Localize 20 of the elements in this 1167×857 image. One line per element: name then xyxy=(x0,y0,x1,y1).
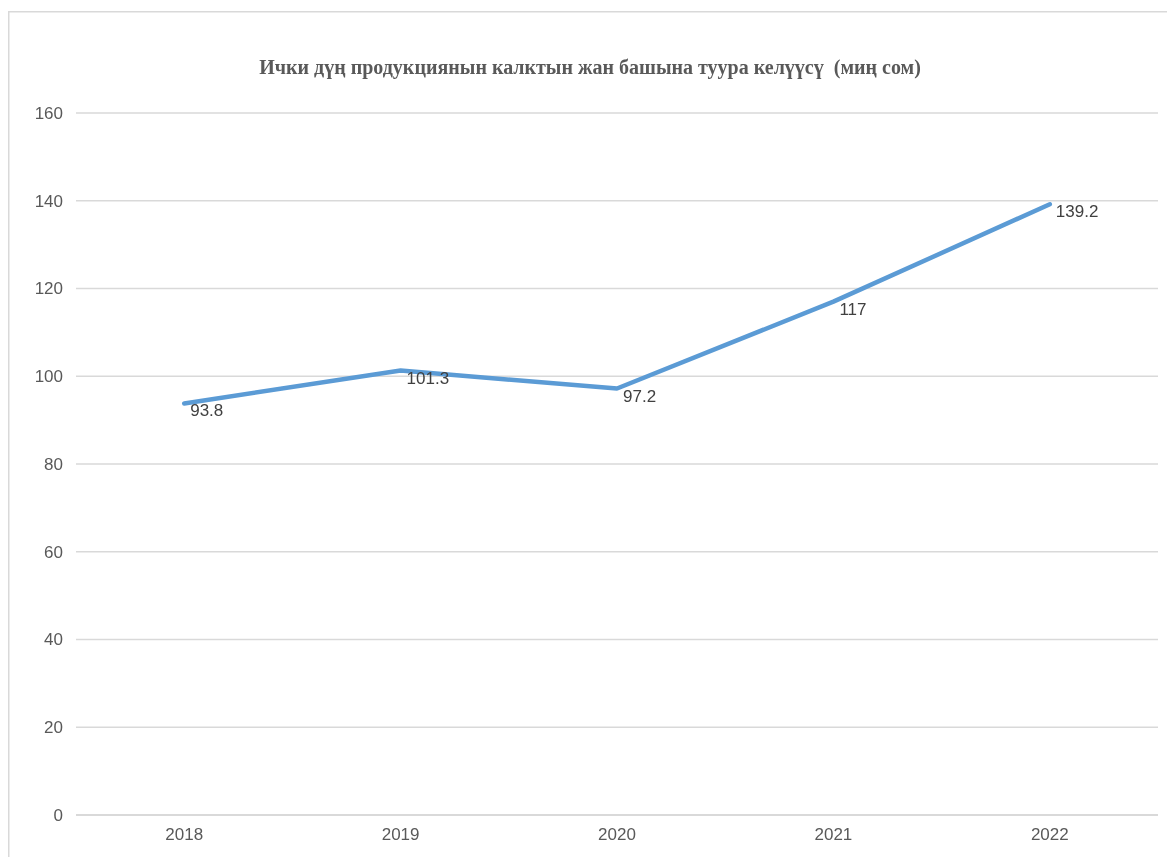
y-tick-label: 40 xyxy=(44,630,63,650)
x-tick-label: 2021 xyxy=(814,825,853,844)
data-label: 117 xyxy=(839,299,867,319)
x-tick-label: 2020 xyxy=(598,825,636,844)
y-tick-label: 80 xyxy=(44,454,63,474)
y-tick-label: 100 xyxy=(34,367,63,387)
y-tick-label: 140 xyxy=(34,191,63,211)
x-tick-label: 2019 xyxy=(381,825,420,844)
x-tick-label: 2018 xyxy=(165,825,204,844)
x-tick-label: 2022 xyxy=(1030,825,1069,844)
y-tick-label: 160 xyxy=(34,103,63,123)
chart-title: Ички дүң продукциянын калктын жан башына туура келүүсү (миң сом) xyxy=(259,56,921,79)
y-tick-label: 20 xyxy=(44,718,63,738)
y-tick-label: 60 xyxy=(44,542,63,562)
data-label: 97.2 xyxy=(623,386,657,406)
y-tick-label: 120 xyxy=(34,279,63,299)
data-label: 93.8 xyxy=(190,401,224,421)
y-tick-label: 0 xyxy=(53,805,63,825)
data-label: 139.2 xyxy=(1055,202,1099,222)
line-series xyxy=(181,202,1053,406)
